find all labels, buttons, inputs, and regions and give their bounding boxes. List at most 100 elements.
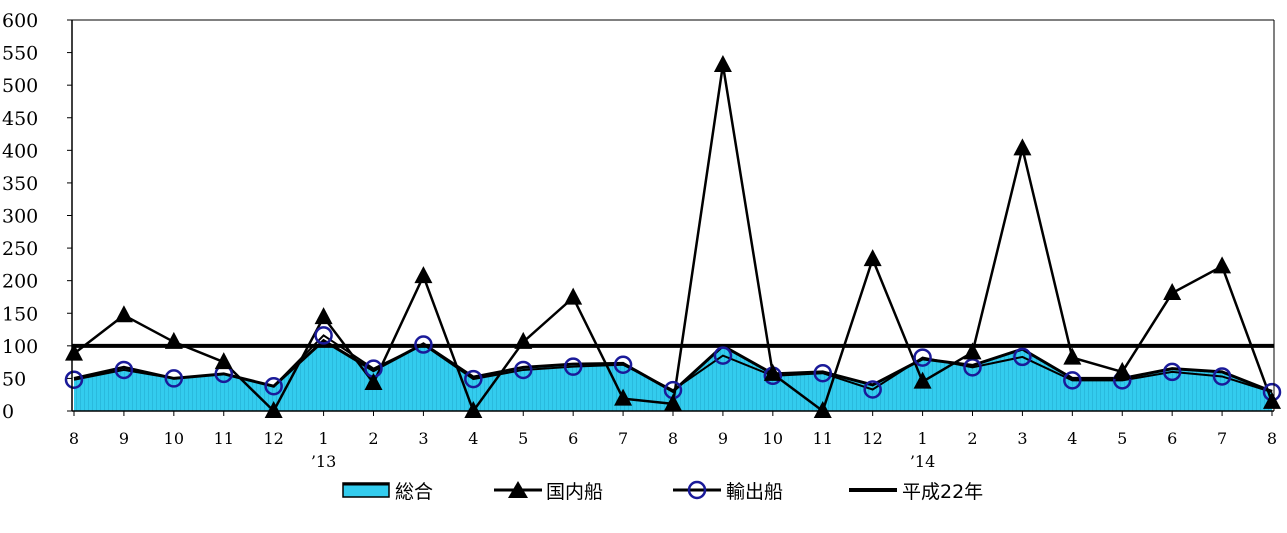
legend-item-domestic: 国内船	[494, 481, 603, 503]
domestic-point	[763, 363, 782, 381]
domestic-point	[1263, 391, 1281, 409]
x-tick-label: 12	[263, 429, 283, 448]
y-tick-label: 300	[2, 206, 38, 228]
y-tick-label: 0	[2, 401, 14, 423]
export-point	[1212, 367, 1232, 386]
export-point	[913, 348, 932, 367]
y-axis-ticks: 0 50 100 150 200 250 300 350 400 450 500 550 600	[2, 10, 72, 423]
x-tick-label: 3	[1017, 429, 1027, 448]
domestic-point	[114, 305, 133, 323]
export-point	[1162, 362, 1182, 382]
x-tick-label: 12	[862, 429, 882, 448]
export-point	[713, 346, 733, 365]
y-tick-label: 450	[2, 108, 38, 130]
export-point	[264, 376, 283, 396]
x-tick-label: 8	[1267, 429, 1277, 448]
x-tick-label: 2	[368, 429, 378, 448]
series-domestic-line	[73, 64, 1274, 414]
legend-label-export: 輸出船	[726, 481, 783, 503]
x-tick-label: 5	[518, 429, 528, 448]
legend-item-baseline: 平成22年	[849, 481, 983, 503]
x-tick-label: 7	[1217, 429, 1227, 448]
x-tick-label: 10	[164, 429, 184, 448]
legend: 総合 国内船 輸出船 平成22年	[342, 480, 983, 503]
y-tick-label: 50	[2, 368, 26, 390]
domestic-point	[314, 307, 333, 325]
domestic-point	[664, 393, 682, 411]
domestic-point	[963, 342, 982, 360]
y-tick-label: 600	[2, 10, 38, 32]
domestic-point	[214, 352, 233, 370]
x-tick-label: 5	[1117, 429, 1127, 448]
domestic-point	[464, 401, 483, 418]
x-tick-label: 9	[718, 429, 728, 448]
x-axis-ticks: 8 9 10 11 12 1 2 3 4 5 6 7 8 9 10 11 12 1 2 3 4 5 6 7 8’13’14	[69, 411, 1277, 471]
x-tick-label: 2	[967, 429, 977, 448]
domestic-point	[713, 54, 732, 72]
export-point	[563, 357, 583, 376]
domestic-point	[813, 401, 832, 418]
domestic-point	[913, 371, 932, 389]
line-layer	[73, 64, 1274, 414]
export-point	[414, 335, 433, 354]
x-tick-label: 9	[119, 429, 129, 448]
legend-item-total: 総合	[342, 481, 433, 503]
x-tick-label: 3	[418, 429, 428, 448]
x-tick-label: 4	[468, 429, 478, 448]
y-tick-label: 500	[2, 75, 38, 97]
series-total-area	[74, 340, 1272, 411]
export-point	[64, 370, 84, 389]
export-point	[514, 360, 533, 380]
domestic-point	[264, 401, 283, 418]
y-tick-label: 150	[2, 303, 38, 325]
marker-layer	[64, 54, 1282, 418]
export-point	[1063, 371, 1082, 390]
x-tick-label: 11	[214, 429, 234, 448]
y-tick-label: 100	[2, 336, 38, 358]
legend-swatch-export-marker	[687, 480, 707, 500]
domestic-point	[1013, 138, 1032, 156]
x-tick-label: 6	[568, 429, 578, 448]
domestic-point	[1213, 256, 1232, 274]
x-tick-label: 8	[69, 429, 79, 448]
domestic-point	[863, 249, 882, 267]
x-year-label: ’14	[910, 452, 935, 471]
domestic-point	[414, 266, 433, 284]
y-tick-label: 400	[2, 140, 38, 162]
export-point	[114, 360, 134, 380]
domestic-point	[514, 331, 533, 349]
domestic-point	[1113, 361, 1132, 379]
x-tick-label: 8	[668, 429, 678, 448]
x-tick-label: 4	[1067, 429, 1077, 448]
x-tick-label: 1	[917, 429, 927, 448]
legend-label-baseline: 平成22年	[902, 481, 983, 503]
export-point	[613, 355, 633, 374]
y-tick-label: 200	[2, 271, 38, 293]
y-tick-label: 250	[2, 238, 38, 260]
legend-item-export: 輸出船	[673, 480, 783, 503]
domestic-point	[614, 388, 633, 406]
export-point	[314, 326, 333, 345]
x-tick-label: 10	[763, 429, 783, 448]
domestic-point	[164, 331, 183, 349]
export-point	[863, 380, 882, 399]
export-point	[464, 369, 483, 389]
y-tick-label: 350	[2, 173, 38, 195]
domestic-point	[1063, 347, 1082, 365]
y-tick-label: 550	[2, 43, 38, 65]
export-point	[813, 363, 832, 383]
legend-label-total: 総合	[395, 481, 433, 503]
axes	[71, 19, 1275, 412]
x-year-label: ’13	[311, 452, 336, 471]
domestic-point	[564, 287, 583, 305]
x-tick-label: 6	[1167, 429, 1177, 448]
domestic-point	[1163, 283, 1182, 301]
x-tick-label: 7	[618, 429, 628, 448]
domestic-point	[364, 372, 383, 390]
legend-swatch-domestic-marker	[508, 481, 528, 498]
export-point	[164, 369, 184, 388]
x-tick-label: 11	[813, 429, 833, 448]
export-point	[1013, 347, 1032, 367]
x-tick-label: 1	[318, 429, 328, 448]
